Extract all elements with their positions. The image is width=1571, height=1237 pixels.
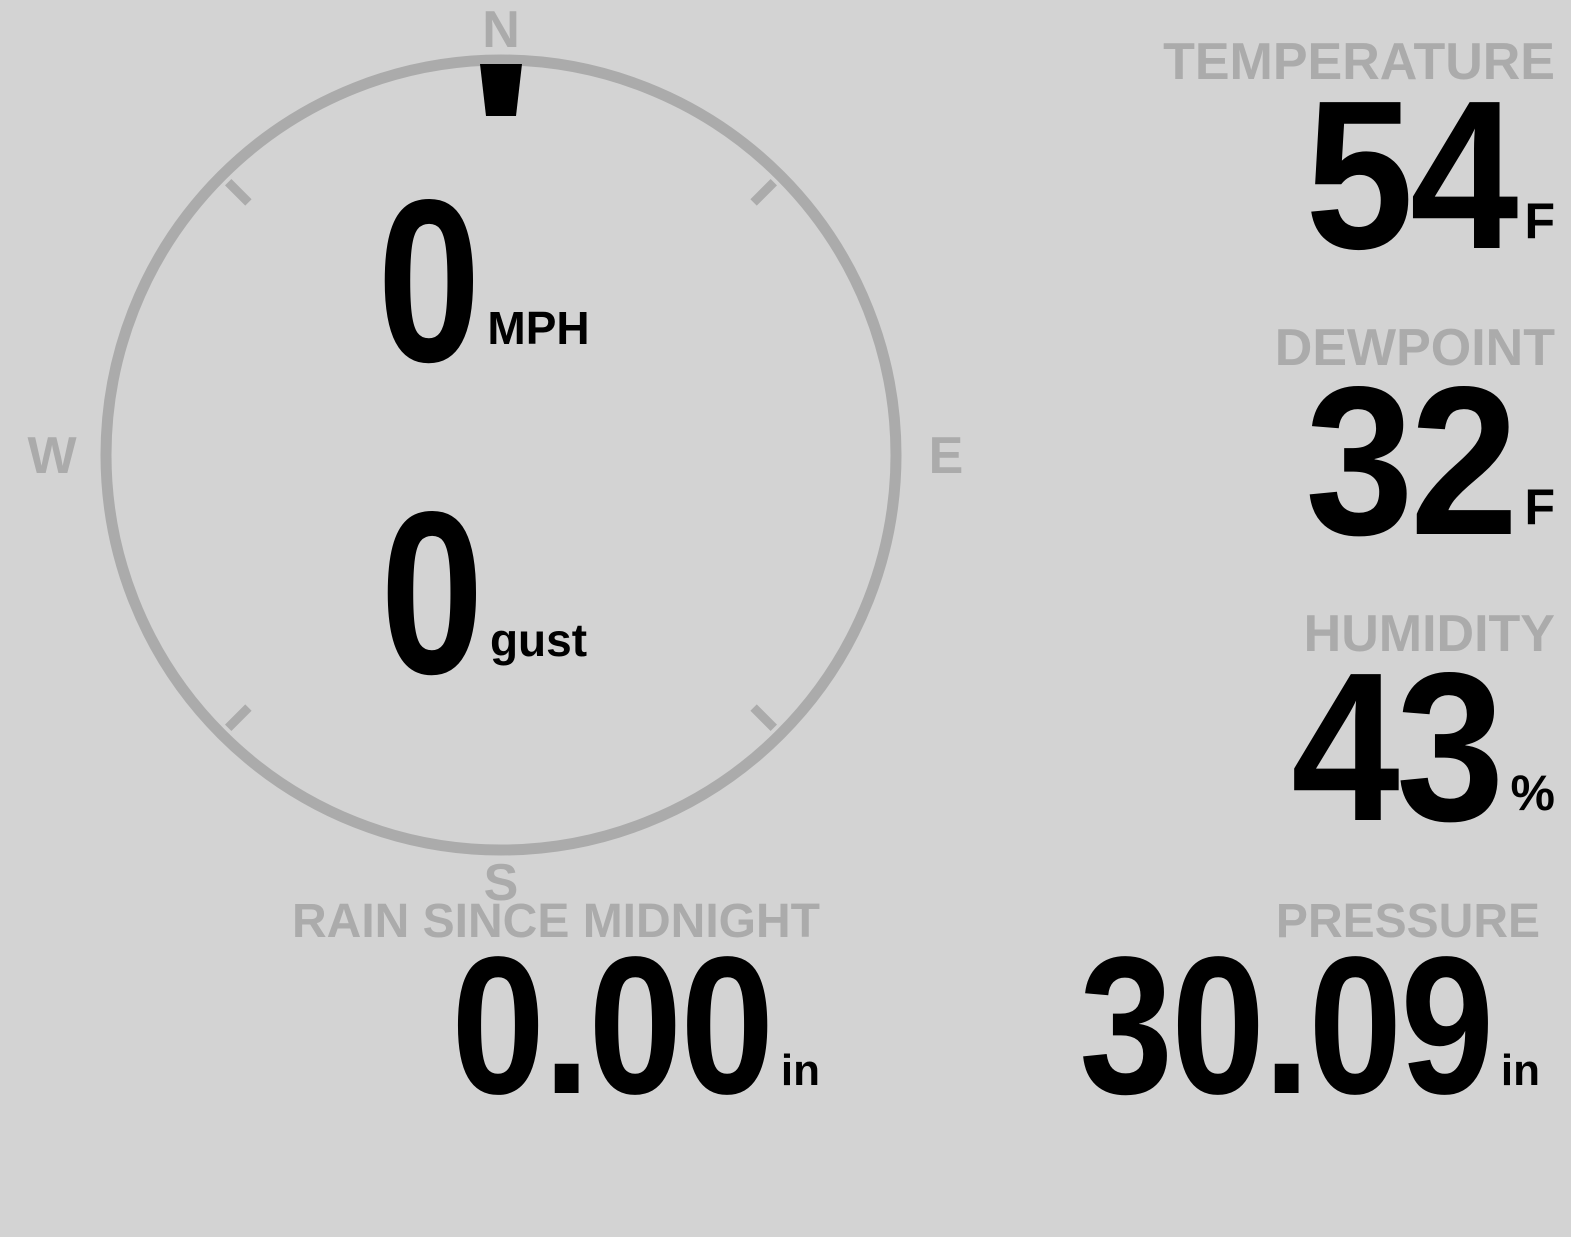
wind-speed-readout: 0 MPH — [98, 152, 904, 411]
metric-pressure-readout: 30.09 in — [840, 916, 1540, 1135]
metric-temperature-unit: F — [1524, 192, 1555, 249]
metric-pressure: PRESSURE 30.09 in — [840, 895, 1540, 1135]
metric-dewpoint-readout: 32 F — [915, 342, 1555, 579]
metric-temperature-readout: 54 F — [915, 56, 1555, 293]
wind-gust-readout: 0 gust — [98, 464, 904, 723]
compass-tick-sw — [225, 704, 252, 731]
metric-rain: RAIN SINCE MIDNIGHT 0.00 in — [60, 895, 820, 1135]
metric-dewpoint-label: DEWPOINT — [1274, 319, 1555, 377]
metric-humidity: HUMIDITY 43 % — [915, 605, 1555, 865]
metric-dewpoint-value: 32 — [1304, 342, 1518, 579]
metric-rain-value: 0.00 — [451, 916, 775, 1135]
metric-humidity-unit: % — [1510, 764, 1555, 821]
metric-rain-unit: in — [780, 1045, 820, 1095]
metric-rain-readout: 0.00 in — [60, 916, 820, 1135]
wind-gust-value: 0 — [380, 464, 483, 723]
compass-ticks — [225, 179, 777, 731]
metric-pressure-unit: in — [1500, 1045, 1540, 1095]
metric-rain-label: RAIN SINCE MIDNIGHT — [292, 895, 820, 948]
compass-label-south: S — [483, 854, 519, 912]
wind-gust-unit: gust — [489, 613, 588, 666]
wind-speed-unit: MPH — [487, 301, 590, 354]
metric-temperature-value: 54 — [1304, 56, 1518, 293]
wind-speed-value: 0 — [377, 152, 481, 411]
compass-label-east: E — [928, 427, 964, 485]
compass-tick-se — [750, 704, 777, 731]
metric-humidity-label: HUMIDITY — [1303, 605, 1555, 663]
compass-tick-nw — [225, 179, 252, 206]
metric-dewpoint: DEWPOINT 32 F — [915, 319, 1555, 579]
compass-label-west: W — [27, 427, 77, 485]
metric-dewpoint-unit: F — [1524, 478, 1555, 535]
compass-tick-ne — [750, 179, 777, 206]
wind-gauge: N E S W 0 MPH 0 gust — [27, 4, 963, 909]
compass-ring — [100, 54, 902, 856]
metric-pressure-value: 30.09 — [1079, 916, 1495, 1135]
wind-direction-indicator — [480, 64, 522, 116]
metric-humidity-value: 43 — [1290, 628, 1504, 865]
compass-label-north: N — [482, 1, 520, 59]
metric-temperature: TEMPERATURE 54 F — [915, 33, 1555, 293]
metric-temperature-label: TEMPERATURE — [1163, 33, 1555, 91]
metric-humidity-readout: 43 % — [915, 628, 1555, 865]
compass-ring-circle — [100, 54, 902, 856]
metric-pressure-label: PRESSURE — [1275, 895, 1540, 948]
